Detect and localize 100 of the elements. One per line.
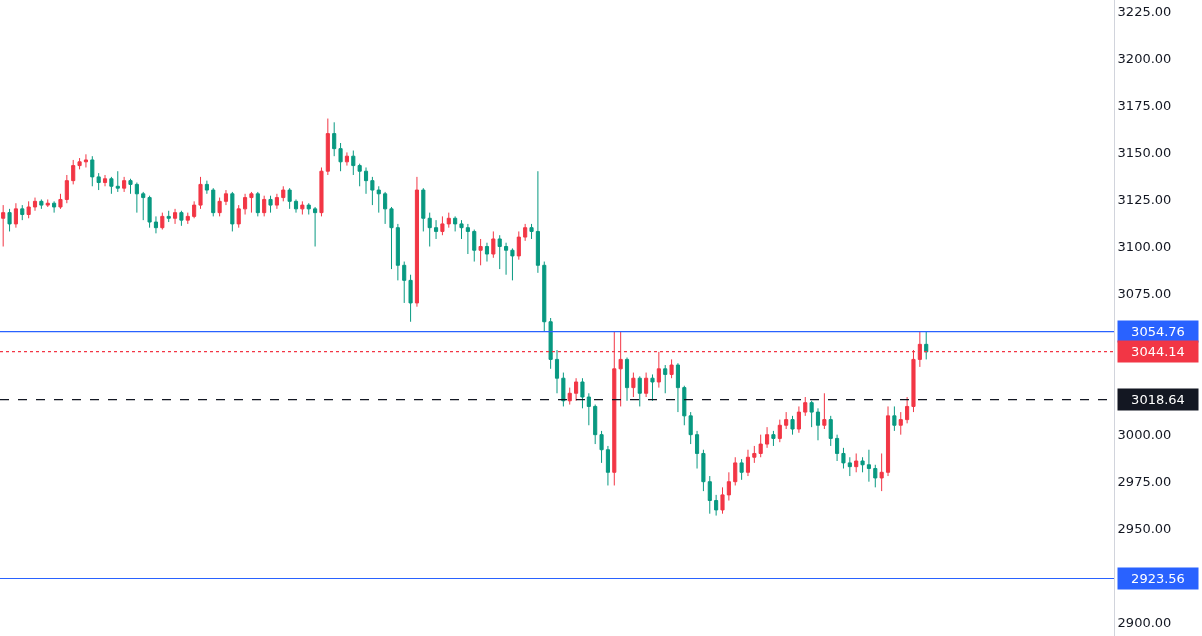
candlestick xyxy=(363,166,369,195)
candlestick xyxy=(313,206,318,247)
candlestick xyxy=(166,210,171,223)
candlestick xyxy=(599,430,604,464)
candlestick xyxy=(535,170,540,274)
candlestick xyxy=(128,178,133,195)
candlestick xyxy=(605,445,610,486)
candlestick xyxy=(637,375,642,407)
candlestick xyxy=(548,317,553,370)
candlestick xyxy=(179,210,184,227)
ref-line-label: 3054.76 xyxy=(1131,324,1185,339)
candlestick xyxy=(701,449,706,492)
candlestick xyxy=(523,223,528,242)
candlestick xyxy=(720,486,725,515)
y-tick-label: 3175.00 xyxy=(1117,97,1172,113)
candlestick xyxy=(815,407,821,441)
candlestick xyxy=(249,191,254,214)
candlestick xyxy=(408,274,413,323)
candlestick xyxy=(745,449,751,477)
candlestick xyxy=(593,404,598,445)
candlestick xyxy=(77,157,82,170)
candlestick xyxy=(64,174,69,204)
candlestick xyxy=(7,208,12,232)
candlestick xyxy=(707,475,712,515)
candlestick xyxy=(784,411,789,430)
candlestick xyxy=(300,200,305,216)
candlestick xyxy=(656,351,661,389)
candlestick xyxy=(733,456,738,486)
candlestick xyxy=(115,170,120,193)
candlestick xyxy=(26,200,31,219)
candlestick xyxy=(332,121,337,157)
y-tick-label: 2900.00 xyxy=(1117,615,1172,631)
candlestick xyxy=(440,215,445,236)
candlestick xyxy=(892,405,897,432)
candlestick xyxy=(281,185,286,202)
candlestick xyxy=(58,193,63,210)
candlestick xyxy=(383,191,388,225)
candlestick xyxy=(39,198,44,210)
y-tick-label: 3000.00 xyxy=(1117,427,1172,443)
candlestick xyxy=(344,151,349,167)
candlestick xyxy=(147,195,152,229)
candlestick xyxy=(822,392,827,430)
candlestick xyxy=(694,430,700,470)
candlestick xyxy=(446,212,451,229)
candlestick xyxy=(433,219,439,240)
candlestick xyxy=(484,242,490,263)
candlestick xyxy=(841,447,846,470)
candlestick xyxy=(504,242,509,276)
candlestick xyxy=(561,372,566,407)
candlestick xyxy=(675,362,681,413)
candlestick xyxy=(370,176,375,206)
candlestick xyxy=(192,200,197,219)
candlestick xyxy=(898,411,903,436)
candlestick xyxy=(726,471,731,502)
candlestick xyxy=(268,195,273,214)
candlestick xyxy=(198,176,203,210)
candlestick xyxy=(542,261,547,332)
y-tick-label: 3200.00 xyxy=(1117,50,1172,66)
candlestick xyxy=(1,204,6,247)
candlestick xyxy=(854,452,859,473)
candlestick xyxy=(777,419,782,443)
candlestick xyxy=(173,208,178,225)
y-tick-label: 3125.00 xyxy=(1117,192,1172,208)
candlestick xyxy=(52,200,57,214)
candlestick xyxy=(274,193,279,210)
ref-line-label: 2923.56 xyxy=(1131,571,1185,586)
y-tick-label: 2950.00 xyxy=(1117,521,1172,537)
candlestick xyxy=(739,458,744,481)
candlestick xyxy=(185,212,190,225)
candlestick xyxy=(860,456,865,473)
candlestick xyxy=(338,142,343,172)
candlestick xyxy=(160,212,165,231)
y-tick-label: 2975.00 xyxy=(1117,474,1172,490)
candlestick xyxy=(586,392,591,426)
candlestick xyxy=(83,153,88,168)
candlestick xyxy=(262,195,267,217)
candlestick xyxy=(510,247,515,281)
candlestick xyxy=(414,176,420,308)
candlestick xyxy=(453,215,458,232)
candlestick xyxy=(389,206,394,270)
candlestick xyxy=(122,176,127,193)
candlestick xyxy=(102,174,108,187)
candlestick xyxy=(478,238,483,266)
candlestick xyxy=(828,415,833,447)
candlestick xyxy=(153,215,159,234)
candlestick xyxy=(866,449,871,483)
candlestick xyxy=(809,400,814,428)
candlestick xyxy=(663,364,668,394)
candlestick xyxy=(319,166,324,217)
candlestick xyxy=(580,377,585,409)
candlestick xyxy=(847,456,852,477)
candlestick xyxy=(223,189,229,206)
candlestick xyxy=(465,223,470,255)
candlestick xyxy=(472,229,477,263)
candlestick xyxy=(905,396,910,424)
y-tick-label: 3100.00 xyxy=(1117,239,1172,255)
candlestick xyxy=(644,372,649,398)
candlestick xyxy=(230,191,235,232)
candlestick xyxy=(624,357,630,402)
candlestick xyxy=(771,430,776,447)
